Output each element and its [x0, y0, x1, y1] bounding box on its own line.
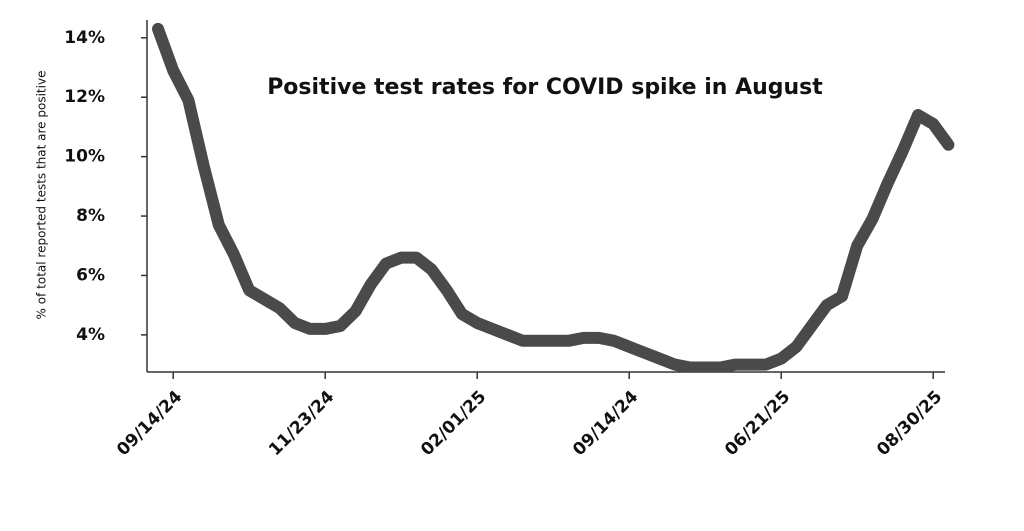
x-tick-label: 09/14/24	[569, 387, 642, 460]
chart-title: Positive test rates for COVID spike in A…	[267, 75, 823, 100]
y-tick-label: 10%	[64, 147, 105, 167]
y-tick-label: 14%	[64, 28, 105, 48]
x-tick-label: 02/01/25	[417, 387, 490, 460]
x-tick-label: 06/21/25	[721, 387, 794, 460]
y-tick-label: 12%	[64, 87, 105, 107]
y-tick-label: 6%	[76, 265, 105, 285]
y-axis-label: % of total reported tests that are posit…	[35, 71, 49, 320]
data-line	[152, 22, 955, 372]
x-tick-label: 09/14/24	[113, 387, 186, 460]
y-tick-label: 4%	[76, 325, 105, 345]
x-tick-label: 11/23/24	[265, 387, 338, 460]
y-tick-label: 8%	[76, 206, 105, 226]
x-tick-label: 08/30/25	[873, 387, 946, 460]
